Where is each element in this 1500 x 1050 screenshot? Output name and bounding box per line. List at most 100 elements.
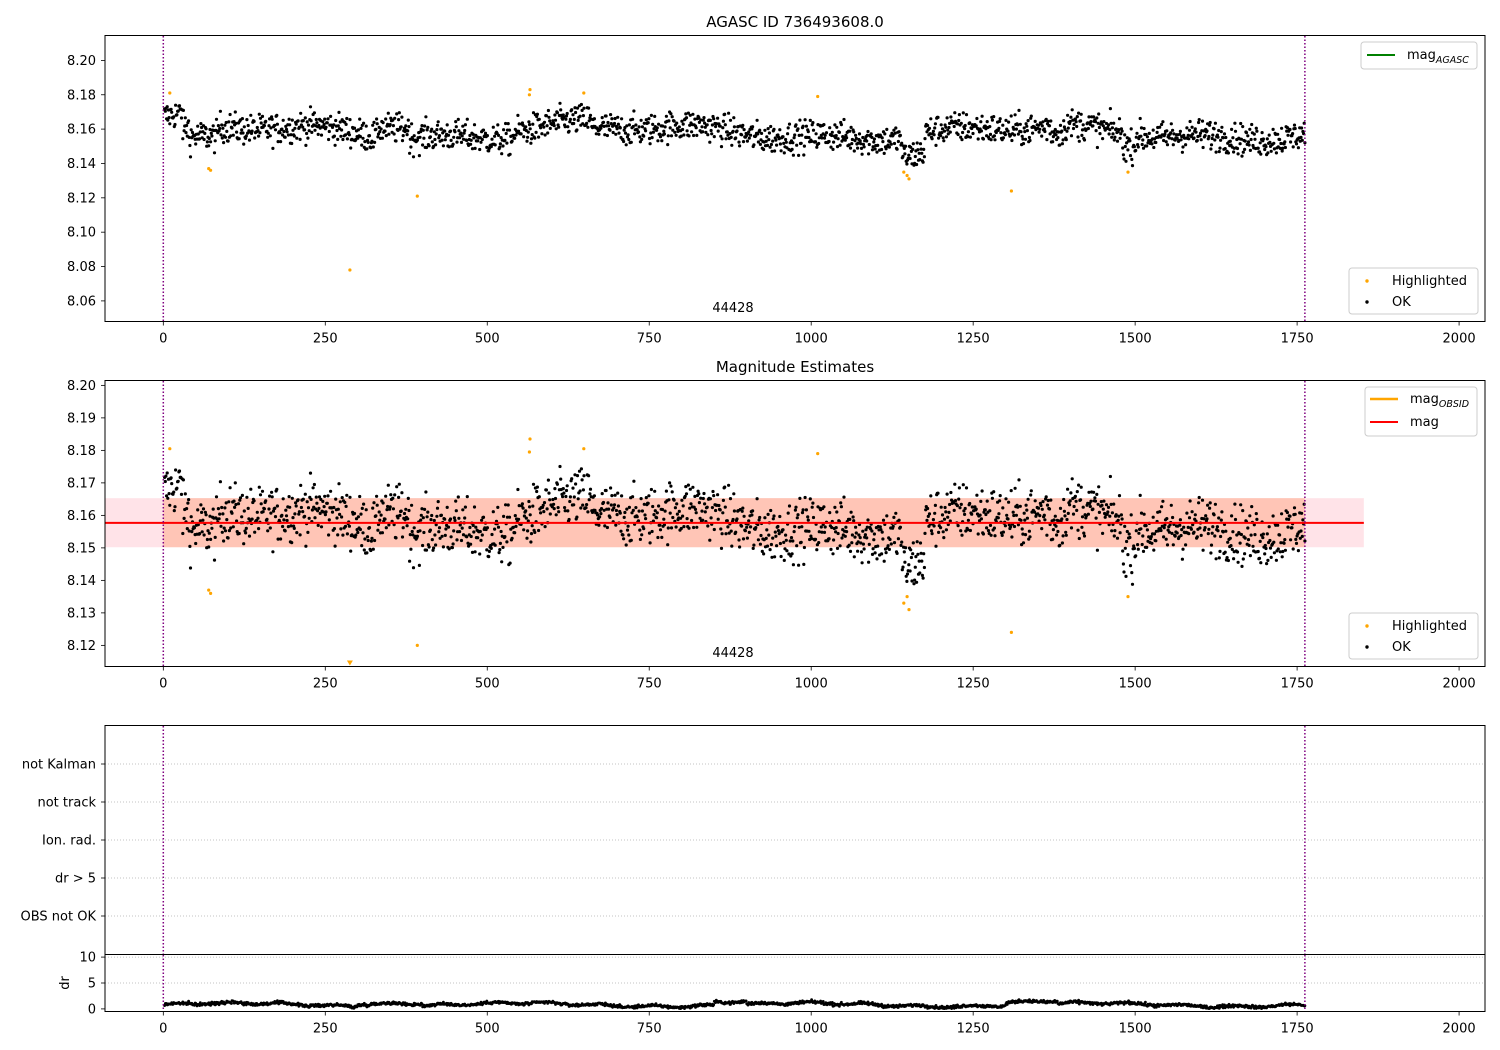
ok-point <box>1279 541 1283 545</box>
ok-point <box>200 530 204 534</box>
ok-point <box>524 509 528 513</box>
ok-point <box>358 117 362 121</box>
ok-point <box>1244 131 1249 135</box>
y-tick-label: 8.18 <box>67 444 96 459</box>
legend-mag-label: mag <box>1410 415 1439 430</box>
ok-point <box>620 494 624 498</box>
ok-point <box>642 121 646 125</box>
ok-point <box>527 120 531 124</box>
panel-agasc-line-legend[interactable]: magAGASC <box>1360 41 1478 70</box>
off-scale-marker <box>346 660 353 666</box>
ok-point <box>503 535 507 539</box>
ok-point <box>427 144 431 148</box>
ok-point <box>289 524 293 528</box>
ok-point <box>758 128 762 132</box>
ok-point <box>720 532 724 536</box>
ok-point <box>1265 137 1269 141</box>
ok-point <box>1051 528 1055 532</box>
ok-point <box>1051 135 1055 139</box>
ok-point <box>340 515 344 519</box>
ok-point <box>190 530 194 534</box>
panel-magnitude-estimates-line-legend[interactable]: magOBSID mag <box>1364 386 1478 437</box>
ok-point <box>679 516 683 520</box>
ok-point <box>811 515 816 520</box>
ok-point <box>533 530 537 535</box>
ok-point <box>578 489 582 493</box>
ok-point <box>283 529 287 533</box>
ok-point <box>371 123 375 127</box>
ok-point <box>1110 529 1114 533</box>
ok-point <box>620 117 624 121</box>
ok-point <box>1061 534 1065 538</box>
ok-point <box>461 137 466 141</box>
ok-point <box>1267 525 1271 529</box>
ok-point <box>836 137 840 141</box>
ok-point <box>235 519 239 523</box>
ok-point <box>566 509 570 513</box>
ok-point <box>358 527 362 532</box>
ok-point <box>1164 140 1168 144</box>
ok-point <box>946 515 950 519</box>
ok-point <box>1089 499 1093 503</box>
highlighted-point <box>582 447 586 451</box>
ok-point <box>671 128 675 132</box>
ok-point <box>835 510 839 514</box>
ok-point <box>835 546 840 551</box>
ok-point <box>725 130 729 134</box>
ok-point <box>553 496 558 501</box>
ok-point <box>1190 125 1194 129</box>
ok-point <box>513 136 517 140</box>
ok-point <box>764 139 768 143</box>
ok-point <box>1069 526 1074 530</box>
ok-point <box>403 518 407 522</box>
ok-point <box>517 122 521 126</box>
ok-point <box>1215 525 1219 529</box>
ok-point <box>234 121 238 125</box>
ok-point <box>792 136 796 140</box>
ok-point <box>729 529 733 533</box>
ok-point <box>930 137 934 141</box>
ok-point <box>864 528 868 532</box>
x-tick-label: 1250 <box>957 332 990 347</box>
ok-point <box>644 517 648 521</box>
y-tick-label: 8.14 <box>67 574 96 589</box>
ok-point <box>684 112 688 116</box>
ok-point <box>501 144 505 148</box>
ok-point <box>693 494 697 498</box>
panel-magnitude-estimates-point-legend[interactable]: Highlighted OK <box>1348 612 1479 660</box>
ok-point <box>992 115 996 119</box>
ok-point <box>1186 133 1190 137</box>
ok-point <box>615 127 619 131</box>
ok-point <box>709 128 713 133</box>
ok-point <box>660 139 664 143</box>
ok-point <box>443 517 447 521</box>
ok-point <box>174 103 178 107</box>
ok-point <box>944 528 949 532</box>
ok-point <box>207 531 211 535</box>
ok-point <box>497 551 501 555</box>
ok-point <box>1163 523 1167 527</box>
ok-point <box>597 523 601 527</box>
ok-point <box>752 543 756 547</box>
ok-point <box>810 537 814 541</box>
ok-point <box>942 139 946 143</box>
ok-point <box>1239 503 1243 507</box>
ok-point <box>1128 139 1132 143</box>
ok-point <box>600 116 604 120</box>
ok-point <box>791 563 796 567</box>
ok-point <box>1286 133 1290 137</box>
ok-point <box>196 124 200 128</box>
ok-point <box>894 511 898 515</box>
ok-point <box>534 130 538 134</box>
ok-point <box>1154 140 1158 145</box>
ok-point <box>848 129 852 133</box>
panel-agasc-point-legend[interactable]: Highlighted OK <box>1348 267 1479 315</box>
ok-point <box>298 137 302 141</box>
ok-point <box>1040 507 1044 511</box>
ok-point <box>446 525 451 529</box>
ok-point <box>1093 499 1098 503</box>
ok-point <box>1121 153 1125 157</box>
ok-point <box>1011 510 1015 514</box>
ok-point <box>345 493 349 497</box>
ok-point <box>336 137 340 141</box>
